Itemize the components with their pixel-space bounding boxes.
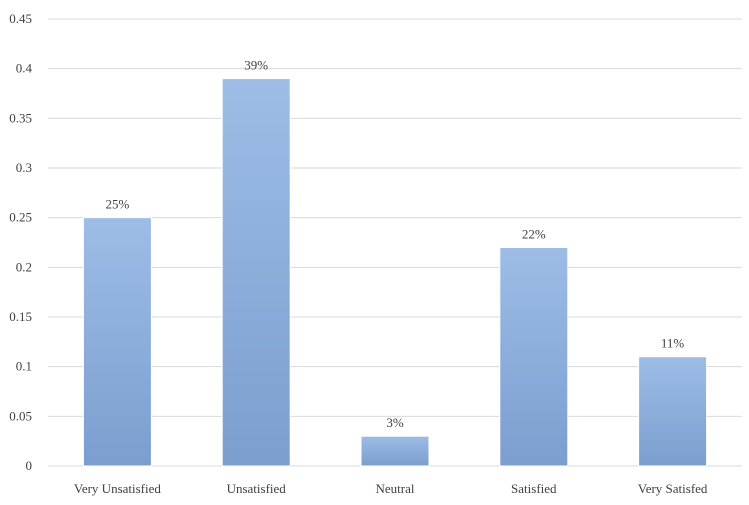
bars <box>82 78 708 467</box>
x-tick-label: Very Satisfed <box>638 481 708 496</box>
x-tick-label: Satisfied <box>511 481 557 496</box>
data-label: 39% <box>244 58 268 73</box>
x-tick-label: Neutral <box>376 481 415 496</box>
y-tick-label: 0.25 <box>9 210 32 225</box>
bar-very-satisfed <box>638 356 708 467</box>
y-tick-label: 0.05 <box>9 408 32 423</box>
data-label: 22% <box>522 226 546 241</box>
y-tick-label: 0.1 <box>16 359 32 374</box>
bar-very-unsatisfied <box>82 217 152 467</box>
gridlines <box>48 18 742 467</box>
x-tick-label: Very Unsatisfied <box>74 481 162 496</box>
y-tick-label: 0.4 <box>16 61 33 76</box>
x-tick-label: Unsatisfied <box>227 481 287 496</box>
y-tick-label: 0.3 <box>16 160 32 175</box>
bar-satisfied <box>499 246 569 467</box>
y-tick-label: 0.45 <box>9 11 32 26</box>
data-label: 11% <box>661 336 685 351</box>
y-tick-label: 0.35 <box>9 110 32 125</box>
bar-neutral <box>360 435 430 467</box>
y-tick-label: 0.15 <box>9 309 32 324</box>
bar-unsatisfied <box>221 78 291 467</box>
data-label: 3% <box>386 415 404 430</box>
y-tick-label: 0 <box>26 458 33 473</box>
y-axis-ticks: 0 0.05 0.1 0.15 0.2 0.25 0.3 0.35 0.4 0.45 <box>9 11 32 473</box>
data-labels: 25% 39% 3% 22% 11% <box>105 58 684 431</box>
y-tick-label: 0.2 <box>16 259 32 274</box>
x-axis-ticks: Very Unsatisfied Unsatisfied Neutral Satisf… <box>74 481 708 496</box>
data-label: 25% <box>105 197 129 212</box>
